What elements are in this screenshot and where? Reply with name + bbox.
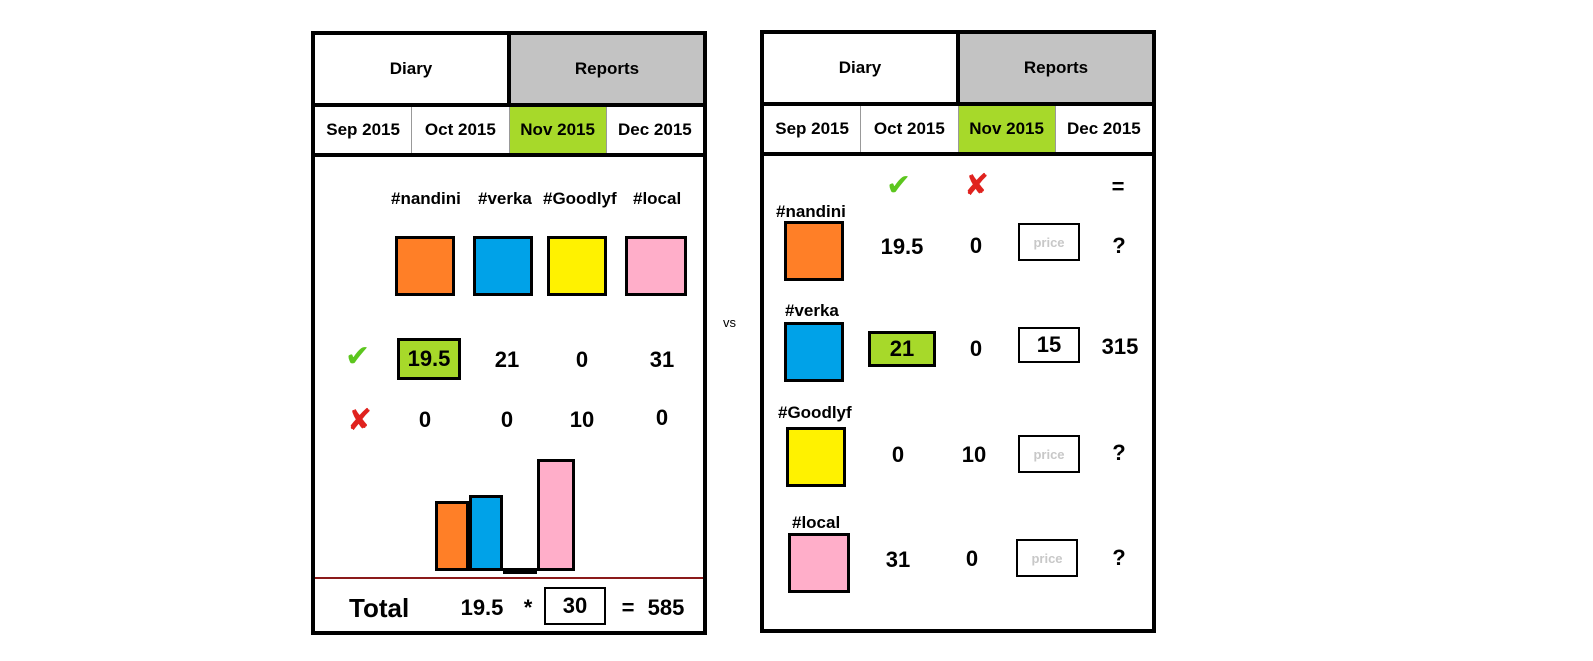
- row-nandini-crossed: 0: [969, 233, 983, 258]
- month-selector: Sep 2015 Oct 2015 Nov 2015 Dec 2015: [764, 106, 1152, 156]
- swatch-goodlyf[interactable]: [786, 427, 846, 487]
- checked-value-local: 31: [649, 347, 675, 372]
- cross-icon: ✘: [964, 169, 990, 202]
- row-local-crossed: 0: [965, 546, 979, 571]
- brand-label-verka: #verka: [785, 301, 839, 320]
- amount-equals-header: =: [1111, 174, 1125, 199]
- swatch-local[interactable]: [788, 533, 850, 593]
- tab-bar: Diary Reports: [764, 34, 1152, 106]
- row-local-checked: 31: [885, 547, 911, 572]
- month-oct-2015[interactable]: Oct 2015: [412, 107, 510, 153]
- cross-icon: ✘: [347, 404, 373, 437]
- crossed-value-verka: 0: [500, 407, 514, 432]
- chart-bar-local: [537, 459, 575, 571]
- brand-label-verka: #verka: [478, 189, 532, 208]
- chart-bar-verka: [469, 495, 503, 571]
- month-sep-2015[interactable]: Sep 2015: [764, 106, 862, 152]
- swatch-nandini[interactable]: [395, 236, 455, 296]
- total-times-sign: *: [523, 595, 533, 620]
- check-icon: ✔: [886, 169, 912, 202]
- consumption-bar-chart: [435, 445, 605, 574]
- row-nandini-amount: ?: [1112, 233, 1126, 258]
- brand-label-local: #local: [792, 513, 841, 532]
- row-verka-amount: 315: [1101, 334, 1139, 359]
- row-verka-price-input[interactable]: 15: [1018, 327, 1080, 363]
- swatch-nandini[interactable]: [784, 221, 844, 281]
- swatch-verka[interactable]: [784, 322, 844, 382]
- check-icon: ✔: [345, 340, 371, 373]
- month-sep-2015[interactable]: Sep 2015: [315, 107, 413, 153]
- row-goodlyf-crossed: 10: [961, 442, 987, 467]
- total-divider: [315, 577, 703, 579]
- total-label: Total: [349, 593, 410, 623]
- row-local-amount: ?: [1112, 545, 1126, 570]
- diary-panel-left: Diary Reports Sep 2015 Oct 2015 Nov 2015…: [311, 31, 707, 635]
- checked-value-nandini-selected[interactable]: 19.5: [397, 338, 461, 380]
- month-selector: Sep 2015 Oct 2015 Nov 2015 Dec 2015: [315, 107, 703, 157]
- diary-panel-right: Diary Reports Sep 2015 Oct 2015 Nov 2015…: [760, 30, 1156, 633]
- brand-label-goodlyf: #Goodlyf: [543, 189, 617, 208]
- tab-reports[interactable]: Reports: [960, 34, 1152, 102]
- month-oct-2015[interactable]: Oct 2015: [861, 106, 959, 152]
- total-equals-sign: =: [621, 595, 635, 620]
- brand-label-nandini: #nandini: [776, 202, 846, 221]
- total-price-input[interactable]: 30: [544, 587, 606, 625]
- month-dec-2015[interactable]: Dec 2015: [1067, 119, 1141, 138]
- vs-separator: vs: [723, 315, 736, 330]
- tab-reports[interactable]: Reports: [511, 35, 703, 103]
- total-qty: 19.5: [460, 595, 504, 620]
- checked-value-verka: 21: [494, 347, 520, 372]
- tab-bar: Diary Reports: [315, 35, 703, 107]
- row-goodlyf-price-input[interactable]: price: [1018, 435, 1080, 473]
- brand-label-nandini: #nandini: [391, 189, 461, 208]
- chart-bar-nandini: [435, 500, 469, 571]
- row-verka-crossed: 0: [969, 336, 983, 361]
- row-verka-checked-selected[interactable]: 21: [868, 331, 936, 367]
- crossed-value-local: 0: [655, 405, 669, 430]
- swatch-verka[interactable]: [473, 236, 533, 296]
- row-nandini-checked: 19.5: [880, 234, 924, 259]
- crossed-value-goodlyf: 10: [569, 407, 595, 432]
- tab-diary[interactable]: Diary: [315, 35, 511, 103]
- total-amount: 585: [647, 595, 685, 620]
- row-local-price-input[interactable]: price: [1016, 539, 1078, 577]
- brand-label-goodlyf: #Goodlyf: [778, 403, 852, 422]
- month-dec-2015[interactable]: Dec 2015: [618, 120, 692, 139]
- month-nov-2015[interactable]: Nov 2015: [509, 107, 607, 153]
- tab-diary[interactable]: Diary: [764, 34, 960, 102]
- row-goodlyf-amount: ?: [1112, 440, 1126, 465]
- brand-label-local: #local: [633, 189, 682, 208]
- swatch-local[interactable]: [625, 236, 687, 296]
- chart-bar-goodlyf: [503, 568, 537, 574]
- swatch-goodlyf[interactable]: [547, 236, 607, 296]
- crossed-value-nandini: 0: [418, 407, 432, 432]
- row-goodlyf-checked: 0: [891, 442, 905, 467]
- month-nov-2015[interactable]: Nov 2015: [958, 106, 1056, 152]
- row-nandini-price-input[interactable]: price: [1018, 223, 1080, 261]
- checked-value-goodlyf: 0: [575, 347, 589, 372]
